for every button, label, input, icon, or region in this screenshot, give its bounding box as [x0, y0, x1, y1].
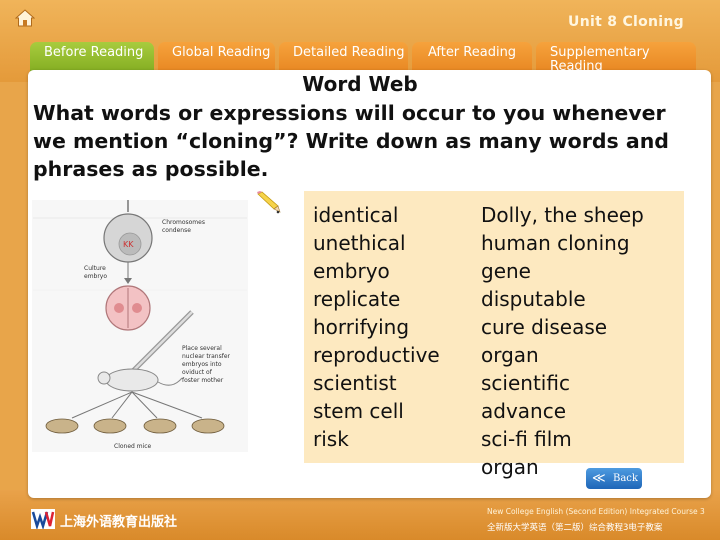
pencil-icon [257, 191, 281, 214]
back-button[interactable]: ≪ Back [586, 468, 642, 489]
cloning-diagram: KK Chromosomes condense Culture embryo Pla… [32, 200, 248, 452]
publisher-name: 上海外语教育出版社 [60, 515, 178, 530]
word-item: scientific [481, 371, 570, 395]
word-item: identical [313, 203, 399, 227]
word-item: disputable [481, 287, 586, 311]
word-item: advance [481, 399, 567, 423]
mouse-icon [97, 368, 183, 392]
word-item: Dolly, the sheep [481, 203, 644, 227]
word-item: cure disease [481, 315, 608, 339]
word-item: sci-fi film [481, 427, 572, 451]
embryo-icon [105, 285, 151, 331]
svg-text:KK: KK [123, 240, 134, 249]
word-item: replicate [313, 287, 401, 311]
tab-label: Global Reading [172, 45, 271, 60]
double-chevron-left-icon: ≪ [592, 471, 606, 486]
word-item: reproductive [313, 343, 440, 367]
cell-icon: KK [103, 200, 153, 263]
figure-label-culture: Culture embryo [84, 265, 107, 280]
word-item: horrifying [313, 315, 410, 339]
word-column-1: identical unethical embryo replicate horrify… [313, 201, 440, 453]
figure-label-place: Place several nuclear transfer embryos int… [182, 345, 231, 384]
figure-label-chromosomes: Chromosomes condense [162, 219, 205, 234]
tab-label: Detailed Reading [293, 45, 405, 60]
word-item: gene [481, 259, 531, 283]
back-label: Back [613, 473, 638, 484]
word-item: organ [481, 455, 539, 479]
unit-title: Unit 8 Cloning [568, 14, 684, 30]
word-item: embryo [313, 259, 390, 283]
question-text: What words or expressions will occur to … [33, 101, 669, 181]
cloned-mice-icon [45, 418, 225, 434]
word-item: risk [313, 427, 349, 451]
course-title-en: New College English (Second Edition) Int… [487, 507, 705, 516]
page-title: Word Web [302, 72, 418, 96]
word-item: stem cell [313, 399, 404, 423]
word-list-box: identical unethical embryo replicate horrify… [304, 191, 684, 479]
word-column-2: Dolly, the sheep human cloning gene disputa… [481, 201, 644, 481]
figure-label-cloned: Cloned mice [114, 443, 152, 450]
word-item: human cloning [481, 231, 630, 255]
footer-background [0, 490, 720, 540]
word-item: organ [481, 343, 539, 367]
word-item: unethical [313, 231, 406, 255]
tab-label: After Reading [427, 45, 517, 60]
word-item: scientist [313, 371, 397, 395]
tab-label: Before Reading [44, 45, 144, 60]
publisher-logo-icon [31, 509, 55, 529]
home-icon[interactable] [15, 9, 35, 27]
course-title-cn: 全新版大学英语（第二版）综合教程3电子教案 [487, 523, 663, 533]
